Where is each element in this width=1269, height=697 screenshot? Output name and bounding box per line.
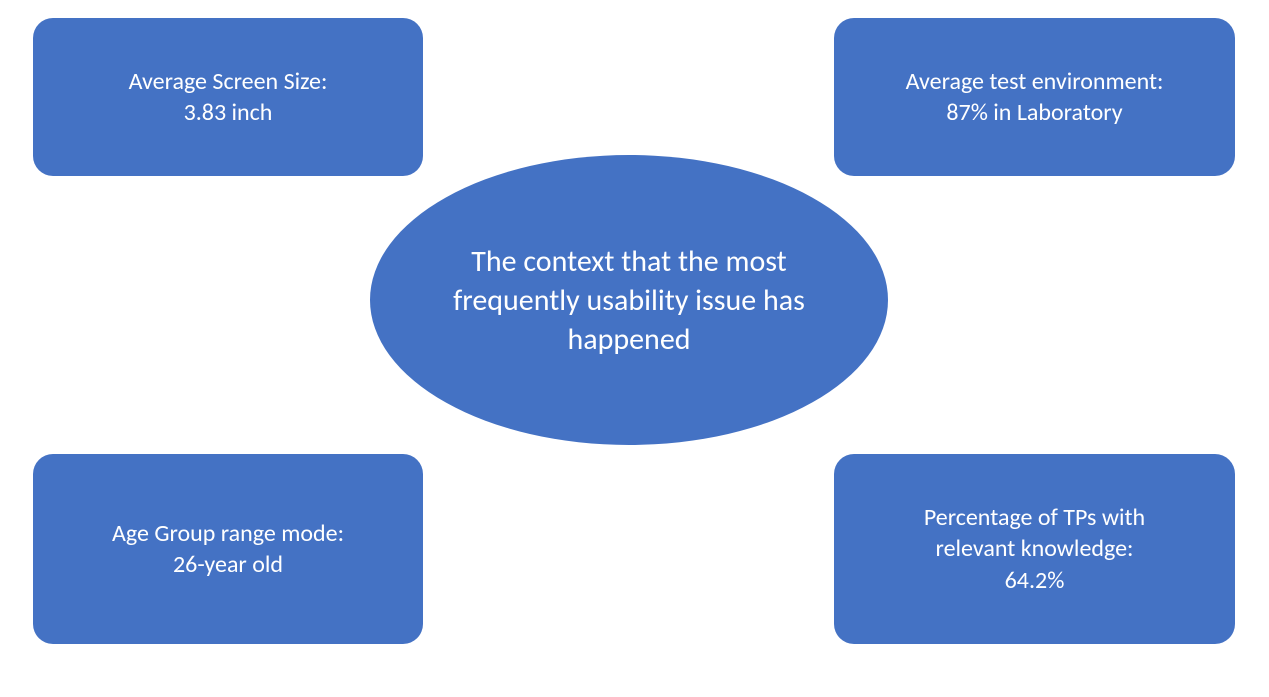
center-ellipse: The context that the most frequently usa… [370, 155, 888, 445]
box-bottom-right: Percentage of TPs with relevant knowledg… [834, 454, 1235, 644]
box-bottom-right-line1: Percentage of TPs with [924, 502, 1145, 533]
box-bottom-right-line3: 64.2% [1005, 565, 1065, 596]
box-bottom-left-line1: Age Group range mode: [112, 518, 344, 549]
box-top-right-line2: 87% in Laboratory [946, 97, 1122, 128]
box-bottom-right-line2: relevant knowledge: [936, 533, 1134, 564]
box-top-left-line2: 3.83 inch [184, 97, 273, 128]
box-top-left: Average Screen Size: 3.83 inch [33, 18, 423, 176]
center-text: The context that the most frequently usa… [370, 242, 888, 359]
box-top-right: Average test environment: 87% in Laborat… [834, 18, 1235, 176]
box-bottom-left-line2: 26-year old [173, 549, 283, 580]
box-top-left-line1: Average Screen Size: [129, 66, 328, 97]
box-top-right-line1: Average test environment: [906, 66, 1164, 97]
box-bottom-left: Age Group range mode: 26-year old [33, 454, 423, 644]
